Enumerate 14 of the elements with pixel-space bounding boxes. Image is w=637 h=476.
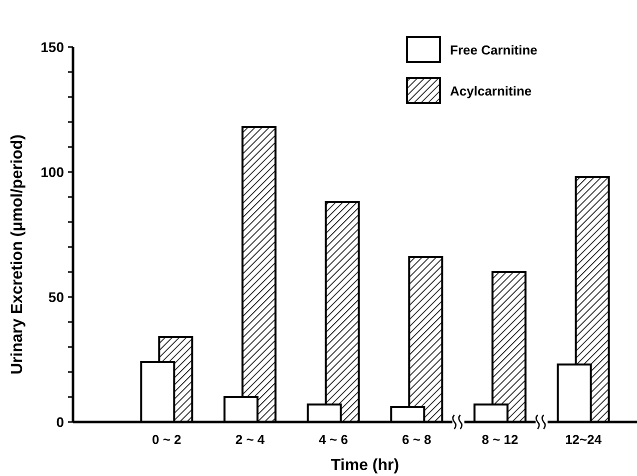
legend-label: Acylcarnitine (450, 84, 532, 99)
x-tick-label: 4 ~ 6 (318, 432, 348, 447)
x-tick-label: 12~24 (565, 432, 602, 447)
x-tick-label: 2 ~ 4 (235, 432, 266, 447)
y-tick-label: 0 (56, 414, 64, 430)
x-tick-label: 6 ~ 8 (402, 432, 432, 447)
legend-label: Free Carnitine (450, 42, 538, 58)
x-axis-title: Time (hr) (330, 457, 400, 474)
y-tick-label: 150 (40, 38, 64, 55)
y-axis-title: Urinary Excretion (μmol/period) (9, 134, 26, 375)
y-tick-label: 100 (40, 164, 64, 180)
y-tick-label: 50 (48, 288, 64, 305)
x-tick-label: 8 ~ 12 (482, 432, 518, 447)
x-tick-label: 0 ~ 2 (152, 432, 182, 447)
